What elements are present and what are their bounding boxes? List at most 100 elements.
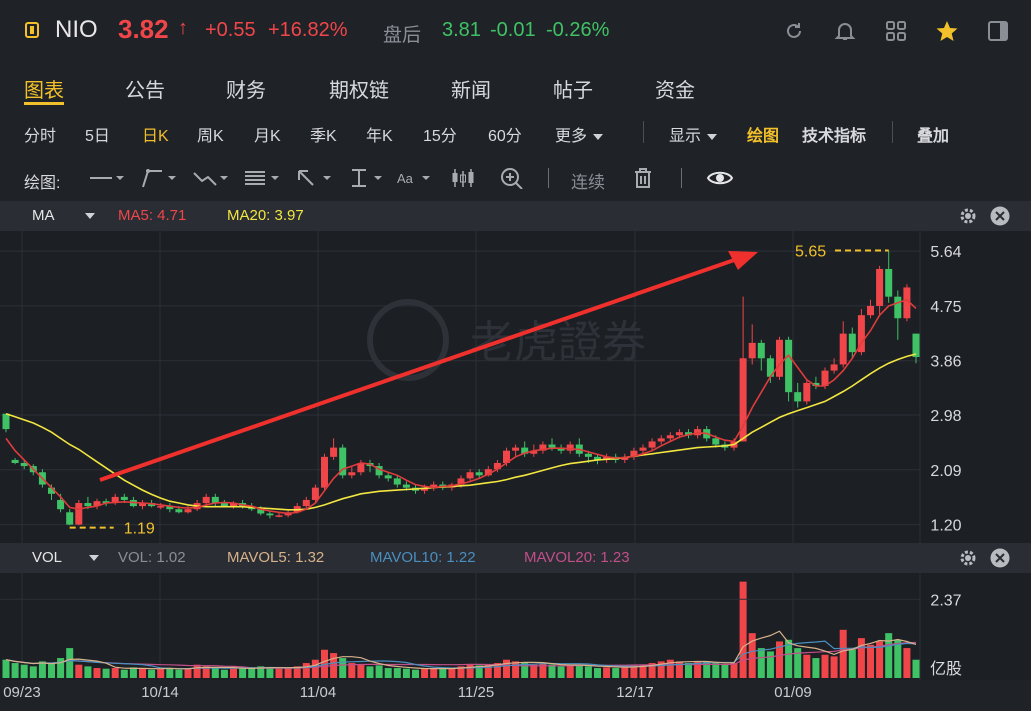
- tab-financials[interactable]: 财务: [226, 80, 266, 102]
- tab-options[interactable]: 期权链: [329, 80, 389, 102]
- candle-body: [675, 432, 683, 436]
- candle-body: [457, 478, 465, 485]
- candle-body: [876, 268, 884, 306]
- ticker-symbol: NIO: [55, 16, 98, 43]
- vol-indicator-label[interactable]: VOL: [32, 549, 63, 566]
- price-plot-area: [0, 231, 1031, 543]
- volume-bar: [430, 668, 438, 678]
- volume-bar: [812, 658, 820, 678]
- arrow-tool-icon[interactable]: [295, 167, 335, 189]
- grid-icon[interactable]: [885, 20, 907, 42]
- low-annotation: 1.19: [124, 521, 155, 538]
- period-60min[interactable]: 60分: [488, 128, 522, 145]
- measure-tool-icon[interactable]: [348, 167, 388, 189]
- period-quarterly[interactable]: 季K: [310, 128, 337, 145]
- volume-bar: [757, 648, 765, 678]
- candle-body: [766, 358, 774, 377]
- candle-body: [375, 466, 383, 476]
- candle-body: [657, 438, 665, 442]
- candle-body: [166, 506, 174, 510]
- volume-bar: [785, 639, 793, 678]
- period-daily[interactable]: 日K: [142, 128, 169, 145]
- bell-icon[interactable]: [834, 20, 856, 42]
- candle-body: [803, 382, 811, 402]
- candle-body: [2, 413, 10, 430]
- watchlist-icon[interactable]: [25, 22, 39, 38]
- chevron-down-icon: [593, 133, 604, 140]
- candle-body: [584, 453, 592, 457]
- high-annotation: 5.65: [795, 243, 826, 260]
- candle-body: [75, 503, 83, 525]
- candle-body: [211, 496, 219, 504]
- divider: [681, 168, 682, 188]
- period-monthly[interactable]: 月K: [254, 128, 281, 145]
- period-yearly[interactable]: 年K: [366, 128, 393, 145]
- period-weekly[interactable]: 周K: [197, 128, 224, 145]
- refresh-icon[interactable]: [783, 20, 805, 42]
- period-15min[interactable]: 15分: [423, 128, 457, 145]
- display-dropdown[interactable]: 显示: [669, 122, 718, 146]
- chevron-down-icon[interactable]: [85, 213, 95, 219]
- candle-body: [384, 475, 392, 479]
- sidebar-icon[interactable]: [987, 20, 1009, 42]
- volume-bar: [357, 664, 365, 678]
- path-tool-icon[interactable]: [192, 167, 232, 189]
- ma20-line: [5, 353, 917, 511]
- tab-news[interactable]: 新闻: [451, 80, 491, 102]
- ma-indicator-label[interactable]: MA: [32, 207, 55, 224]
- candle-body: [739, 358, 747, 442]
- price-tick-label: 4.75: [930, 299, 961, 316]
- candle-body: [111, 496, 119, 504]
- indicators-button[interactable]: 技术指标: [802, 128, 867, 145]
- date-tick-label: 10/14: [141, 684, 179, 701]
- ray-tool-icon[interactable]: [140, 167, 180, 189]
- fib-tool-icon[interactable]: [243, 167, 283, 189]
- tab-posts[interactable]: 帖子: [553, 80, 593, 102]
- close-icon[interactable]: [990, 206, 1010, 226]
- candle-tool-icon[interactable]: [450, 167, 476, 189]
- mavol5-value: MAVOL5: 1.32: [227, 549, 325, 566]
- candle-body: [503, 450, 510, 463]
- candle-body: [184, 509, 192, 513]
- period-intraday[interactable]: 分时: [24, 128, 57, 145]
- trash-icon[interactable]: [632, 167, 654, 189]
- text-tool-icon[interactable]: Aa: [396, 167, 436, 189]
- volume-unit-label: 亿股: [930, 659, 962, 678]
- eye-icon[interactable]: [707, 167, 733, 189]
- candle-body: [912, 333, 920, 358]
- volume-bar: [439, 668, 447, 678]
- candle-body: [885, 268, 893, 297]
- candle-body: [566, 444, 574, 451]
- period-5d[interactable]: 5日: [85, 128, 110, 145]
- volume-bar: [503, 659, 510, 678]
- close-icon[interactable]: [990, 548, 1010, 568]
- tab-chart[interactable]: 图表: [24, 80, 64, 102]
- divider: [892, 121, 893, 143]
- volume-bar: [230, 668, 237, 678]
- price-tick-label: 2.98: [930, 408, 961, 425]
- tab-capital[interactable]: 资金: [655, 80, 695, 102]
- gear-icon[interactable]: [958, 206, 978, 226]
- candle-body: [202, 496, 210, 504]
- candle-body: [339, 447, 347, 476]
- volume-bar: [248, 667, 256, 678]
- volume-bar: [694, 662, 702, 678]
- draw-toggle[interactable]: 绘图: [747, 128, 780, 145]
- gear-icon[interactable]: [958, 548, 978, 568]
- period-more-dropdown[interactable]: 更多: [555, 122, 604, 146]
- candle-body: [102, 501, 110, 504]
- tab-announcements[interactable]: 公告: [125, 80, 165, 102]
- star-icon[interactable]: [936, 20, 958, 42]
- candle-body: [84, 503, 92, 507]
- candle-body: [821, 370, 829, 386]
- continuous-toggle[interactable]: 连续: [571, 173, 605, 192]
- line-tool-icon[interactable]: [88, 167, 128, 189]
- chevron-down-icon[interactable]: [89, 555, 99, 561]
- overlay-button[interactable]: 叠加: [917, 128, 950, 145]
- volume-bar: [457, 666, 465, 678]
- zoom-icon[interactable]: [500, 167, 524, 189]
- candle-body: [857, 315, 865, 353]
- volume-bar: [621, 666, 629, 678]
- candle-body: [812, 382, 820, 386]
